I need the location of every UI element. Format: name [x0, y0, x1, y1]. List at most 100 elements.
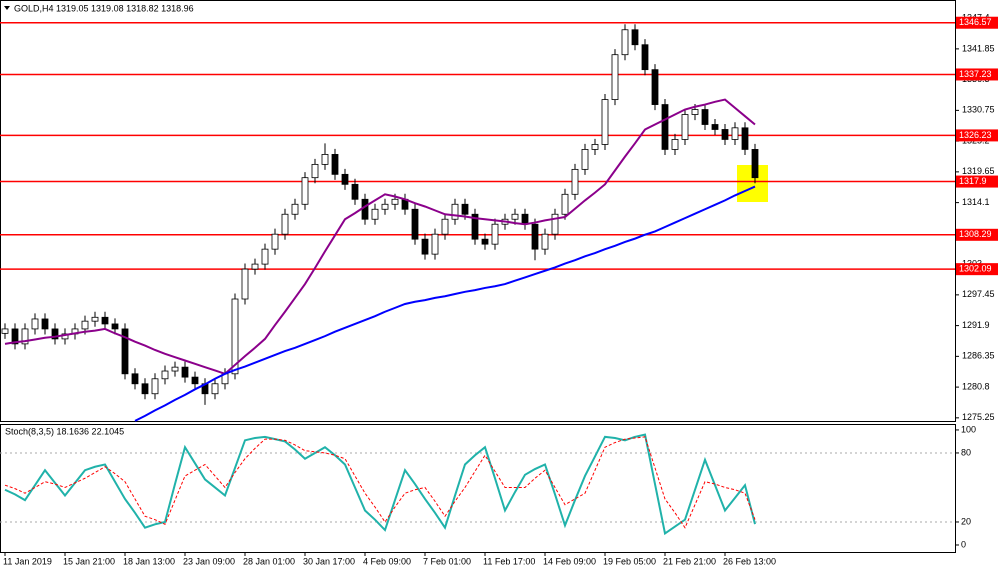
candle-body: [361, 198, 369, 220]
candle-body: [551, 213, 559, 235]
candle-body: [561, 193, 569, 215]
candle-body: [691, 109, 699, 115]
candle-body: [731, 127, 739, 140]
candle-body: [611, 54, 619, 100]
level-label-box: [956, 129, 998, 142]
candle-body: [231, 298, 239, 375]
candle-body: [141, 383, 149, 395]
candle-body: [711, 124, 719, 130]
candle-body: [651, 69, 659, 105]
y-tick-label: 1286.35: [962, 351, 995, 361]
candle-body: [461, 203, 469, 215]
candle-body: [661, 104, 669, 150]
candle-body: [31, 318, 39, 330]
candle-body: [371, 208, 379, 220]
x-tick-label: 28 Jan 01:00: [243, 556, 295, 566]
candle-body: [571, 168, 579, 195]
level-label-box: [956, 68, 998, 81]
candle-body: [291, 203, 299, 215]
y-tick-label: 1297.45: [962, 289, 995, 299]
candle-body: [11, 328, 19, 345]
candle-body: [101, 316, 109, 325]
candle-body: [301, 177, 309, 205]
y-tick-label: 1319.65: [962, 166, 995, 176]
candle-body: [91, 316, 99, 322]
y-tick-label: 100: [961, 424, 976, 434]
level-label: 1326.23: [959, 130, 992, 140]
indicator-line: [134, 185, 756, 422]
candle-body: [441, 218, 449, 235]
level-label: 1317.9: [959, 176, 987, 186]
candle-body: [241, 268, 249, 300]
x-tick-label: 23 Jan 09:00: [183, 556, 235, 566]
candle-body: [411, 208, 419, 240]
candle-body: [471, 213, 479, 240]
candle-body: [131, 373, 139, 385]
y-tick-label: 1291.9: [962, 320, 990, 330]
candle-body: [511, 213, 519, 220]
candle-body: [271, 233, 279, 250]
chart-title: GOLD,H4 1319.05 1319.08 1318.82 1318.96: [14, 3, 194, 13]
candle-body: [491, 223, 499, 245]
x-tick-label: 11 Jan 2019: [3, 556, 52, 566]
candle-body: [381, 203, 389, 210]
candle-body: [591, 144, 599, 150]
candle-body: [191, 376, 199, 385]
candle-body: [391, 198, 399, 205]
candle-body: [251, 263, 259, 270]
candle-body: [341, 173, 349, 185]
candle-body: [631, 29, 639, 46]
candle-body: [701, 109, 709, 125]
candle-body: [331, 154, 339, 175]
candle-body: [541, 233, 549, 250]
candle-body: [121, 328, 129, 375]
y-tick-label: 1275.25: [962, 412, 995, 422]
candle-body: [451, 203, 459, 220]
candle-body: [601, 99, 609, 145]
candle-body: [581, 149, 589, 170]
indicator-line: [4, 98, 756, 375]
candle-body: [181, 366, 189, 378]
y-tick-label: 1341.85: [962, 43, 995, 53]
candle-body: [351, 183, 359, 200]
x-tick-label: 21 Feb 21:00: [663, 556, 716, 566]
candle-body: [681, 114, 689, 140]
level-label-box: [956, 228, 998, 241]
level-label: 1337.23: [959, 69, 992, 79]
stoch-title: Stoch(8,3,5) 18.1636 22.1045: [5, 426, 124, 436]
candle-body: [21, 328, 29, 345]
candle-body: [531, 223, 539, 250]
candle-body: [521, 213, 529, 225]
candle-body: [81, 320, 89, 330]
x-tick-label: 26 Feb 13:00: [723, 556, 776, 566]
x-tick-label: 15 Jan 21:00: [63, 556, 115, 566]
candle-body: [721, 129, 729, 140]
candle-body: [481, 238, 489, 245]
candle-body: [671, 139, 679, 150]
indicator-line: [4, 436, 756, 529]
stoch-panel: [0, 424, 956, 553]
level-label: 1346.57: [959, 17, 992, 27]
candle-body: [281, 213, 289, 235]
candle-body: [211, 383, 219, 395]
candle-body: [1, 328, 9, 334]
y-tick-label: 80: [961, 447, 971, 457]
candle-body: [741, 127, 749, 150]
candle-body: [421, 238, 429, 255]
candle-body: [41, 318, 49, 330]
candle-body: [51, 328, 59, 340]
x-tick-label: 7 Feb 01:00: [423, 556, 471, 566]
x-tick-label: 19 Feb 05:00: [603, 556, 656, 566]
title-arrow: [4, 6, 10, 10]
candle-body: [111, 323, 119, 330]
y-tick-label: 20: [961, 516, 971, 526]
candle-body: [621, 29, 629, 56]
level-label: 1308.29: [959, 229, 992, 239]
candle-body: [431, 233, 439, 255]
y-tick-label: 0: [961, 539, 966, 549]
candle-body: [171, 366, 179, 372]
main-panel: [0, 0, 956, 422]
x-tick-label: 18 Jan 13:00: [123, 556, 175, 566]
x-tick-label: 14 Feb 09:00: [543, 556, 596, 566]
